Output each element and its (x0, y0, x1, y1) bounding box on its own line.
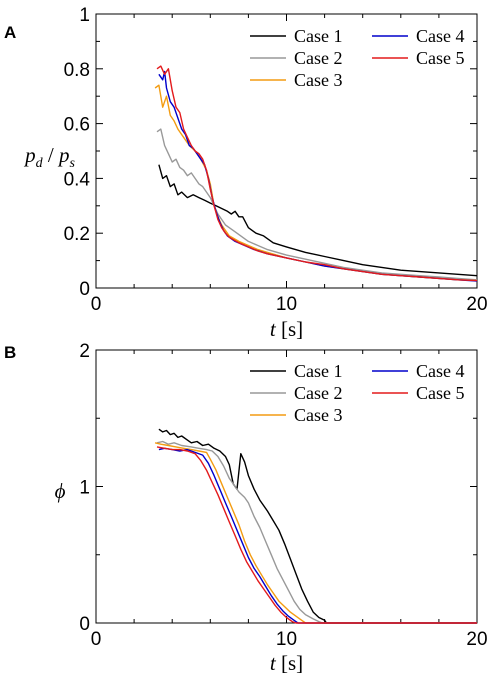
panel-label: A (4, 23, 16, 42)
x-tick-label: 20 (466, 629, 487, 650)
legend-label: Case 3 (294, 70, 343, 90)
x-tick-label: 0 (91, 294, 102, 315)
y-tick-label: 1 (79, 5, 90, 26)
x-axis-title: t [s] (270, 651, 303, 675)
series-line-case-4 (158, 70, 478, 282)
y-tick-label: 1 (79, 478, 90, 499)
y-axis-title: ϕ (55, 479, 66, 503)
legend-label: Case 3 (294, 405, 343, 425)
series-line-case-3 (154, 84, 478, 282)
y-label-sub-d: d (36, 156, 44, 171)
legend-label: Case 1 (294, 26, 343, 46)
y-label-p: p (23, 143, 36, 167)
y-tick-label: 0.2 (64, 224, 90, 245)
legend-label: Case 5 (416, 48, 465, 68)
series-line-case-5 (156, 446, 477, 624)
y-label-sub-s: s (69, 156, 75, 171)
legend-label: Case 5 (416, 383, 465, 403)
series-line-case-5 (156, 65, 478, 282)
series-line-case-4 (158, 447, 477, 624)
legend-label: Case 4 (416, 26, 465, 46)
series-line-case-1 (158, 428, 477, 624)
x-tick-label: 0 (91, 629, 102, 650)
x-axis-title: t [s] (270, 317, 303, 341)
y-tick-label: 0.6 (64, 115, 90, 136)
legend-label: Case 2 (294, 48, 343, 68)
x-tick-label: 20 (466, 294, 487, 315)
series-line-case-2 (156, 440, 477, 624)
y-axis-title: pd / ps (23, 143, 75, 171)
x-axis-variable: t (270, 651, 277, 675)
panel-label: B (4, 343, 16, 362)
y-tick-label: 0.4 (64, 169, 91, 190)
legend-label: Case 1 (294, 361, 343, 381)
legend-label: Case 2 (294, 383, 343, 403)
x-axis-unit: [s] (276, 317, 303, 341)
y-tick-label: 0 (79, 279, 90, 300)
y-tick-label: 0 (79, 614, 90, 635)
x-axis-variable: t (270, 317, 277, 341)
series-line-case-1 (158, 164, 478, 277)
x-tick-label: 10 (276, 629, 297, 650)
series-line-case-2 (156, 128, 478, 281)
x-axis-unit: [s] (276, 651, 303, 675)
y-tick-label: 0.8 (64, 60, 90, 81)
series-line-case-3 (154, 442, 477, 624)
x-tick-label: 10 (276, 294, 297, 315)
y-label-p2: p (57, 143, 70, 167)
y-tick-label: 2 (79, 341, 90, 362)
y-label-slash: / (43, 143, 59, 167)
legend-label: Case 4 (416, 361, 465, 381)
